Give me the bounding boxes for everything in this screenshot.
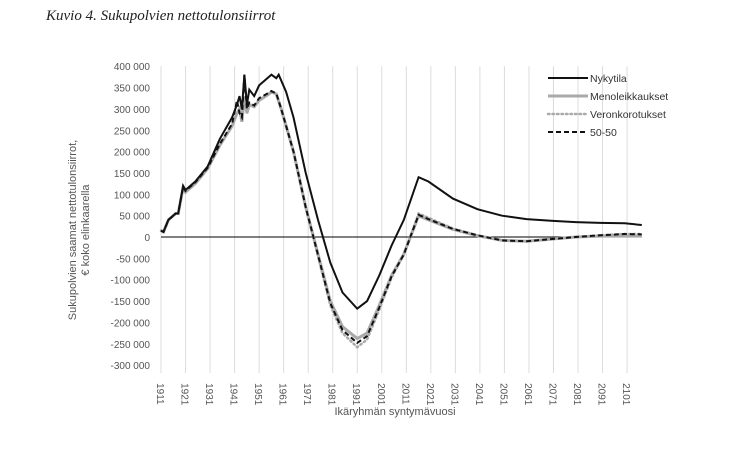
- y-tick-label: 50 000: [119, 212, 150, 223]
- x-axis-label: Ikäryhmän syntymävuosi: [334, 406, 455, 418]
- x-tick-label: 2011: [399, 383, 410, 405]
- y-tick-label: 250 000: [114, 126, 151, 137]
- x-tick-label: 1921: [179, 383, 190, 406]
- x-tick-label: 2021: [424, 383, 435, 406]
- y-tick-label: 300 000: [114, 105, 151, 116]
- y-tick-label: -200 000: [111, 318, 151, 329]
- y-tick-label: 100 000: [114, 190, 151, 201]
- series-line-nykytila: [160, 72, 642, 311]
- x-tick-label: 1981: [326, 383, 337, 406]
- x-tick-label: 2071: [546, 383, 557, 406]
- x-tick-label: 2041: [473, 383, 484, 406]
- legend-label: Nykytila: [590, 73, 627, 85]
- x-tick-label: 1991: [350, 383, 361, 406]
- y-tick-label: -300 000: [111, 361, 151, 372]
- y-tick-label: 0: [144, 233, 150, 244]
- y-tick-label: 150 000: [114, 169, 151, 180]
- x-tick-label: 2051: [497, 383, 508, 406]
- series-line-veronkorotukset: [159, 90, 644, 349]
- legend-label: 50-50: [590, 127, 617, 139]
- x-tick-label: 1951: [252, 383, 263, 406]
- x-tick-label: 2001: [375, 383, 386, 406]
- series-line-menoleikkaukset: [160, 90, 642, 341]
- y-tick-label: -100 000: [111, 276, 151, 287]
- x-tick-label: 1971: [301, 383, 312, 406]
- y-tick-label: 350 000: [114, 84, 151, 95]
- x-tick-label: 2031: [448, 383, 459, 406]
- y-tick-label: -250 000: [111, 340, 151, 351]
- x-tick-label: 1941: [228, 383, 239, 406]
- x-tick-label: 1911: [154, 383, 165, 405]
- x-tick-label: 2081: [571, 383, 582, 406]
- x-tick-label: 1961: [277, 383, 288, 406]
- legend-label: Veronkorotukset: [590, 109, 666, 121]
- y-axis-label: Sukupolvien saamat nettotulonsiirrot,€ k…: [67, 140, 92, 320]
- y-tick-label: -150 000: [111, 297, 151, 308]
- legend-label: Menoleikkaukset: [590, 91, 668, 103]
- chart-title: Kuvio 4. Sukupolvien nettotulonsiirrot: [46, 8, 276, 24]
- y-tick-label: 200 000: [114, 148, 151, 159]
- x-tick-label: 1931: [203, 383, 214, 406]
- x-tick-label: 2061: [522, 383, 533, 406]
- x-tick-label: 2091: [596, 383, 607, 406]
- y-tick-label: -50 000: [116, 254, 150, 265]
- y-tick-label: 400 000: [114, 62, 151, 73]
- x-tick-label: 2101: [620, 383, 631, 406]
